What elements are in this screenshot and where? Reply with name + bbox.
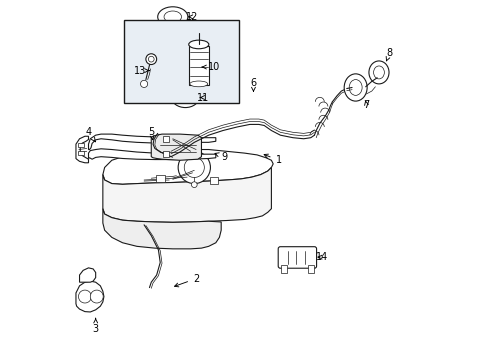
Polygon shape bbox=[76, 136, 88, 163]
Ellipse shape bbox=[344, 74, 366, 101]
Ellipse shape bbox=[163, 11, 181, 23]
Bar bbox=[163, 136, 169, 141]
Bar bbox=[78, 150, 84, 155]
Circle shape bbox=[148, 56, 154, 62]
Text: 11: 11 bbox=[197, 93, 209, 103]
Text: 1: 1 bbox=[264, 154, 281, 165]
Text: 9: 9 bbox=[215, 152, 227, 162]
Text: 10: 10 bbox=[202, 62, 220, 72]
Ellipse shape bbox=[171, 87, 199, 108]
FancyBboxPatch shape bbox=[124, 21, 239, 103]
Bar bbox=[78, 143, 84, 147]
Circle shape bbox=[184, 157, 204, 177]
Ellipse shape bbox=[189, 81, 207, 87]
Bar bbox=[209, 177, 218, 184]
Circle shape bbox=[78, 290, 91, 303]
Polygon shape bbox=[80, 268, 96, 282]
Circle shape bbox=[90, 290, 103, 303]
Text: 12: 12 bbox=[186, 12, 198, 22]
Ellipse shape bbox=[348, 80, 362, 95]
Polygon shape bbox=[76, 281, 104, 312]
Bar bbox=[307, 265, 313, 273]
Polygon shape bbox=[102, 167, 271, 222]
Bar bbox=[281, 265, 286, 273]
Bar bbox=[163, 151, 169, 157]
Polygon shape bbox=[151, 134, 201, 160]
Ellipse shape bbox=[177, 92, 193, 103]
Text: 7: 7 bbox=[363, 100, 369, 110]
Polygon shape bbox=[88, 134, 215, 149]
Circle shape bbox=[191, 182, 197, 188]
Ellipse shape bbox=[188, 40, 208, 49]
Text: 13: 13 bbox=[134, 66, 149, 76]
Bar bbox=[156, 175, 164, 182]
Bar bbox=[188, 45, 208, 85]
Circle shape bbox=[178, 151, 210, 184]
Text: 5: 5 bbox=[148, 127, 154, 140]
Ellipse shape bbox=[368, 61, 388, 84]
Polygon shape bbox=[102, 209, 221, 249]
Text: 3: 3 bbox=[92, 318, 99, 334]
Text: 14: 14 bbox=[315, 252, 327, 262]
Text: 2: 2 bbox=[174, 274, 199, 287]
Text: 4: 4 bbox=[85, 127, 95, 142]
Circle shape bbox=[145, 54, 156, 64]
Ellipse shape bbox=[373, 66, 384, 79]
FancyBboxPatch shape bbox=[278, 247, 316, 268]
Text: 6: 6 bbox=[250, 78, 256, 91]
Polygon shape bbox=[88, 149, 215, 159]
Polygon shape bbox=[102, 149, 273, 184]
Text: 8: 8 bbox=[386, 48, 392, 61]
Ellipse shape bbox=[158, 7, 187, 27]
Circle shape bbox=[140, 80, 147, 87]
